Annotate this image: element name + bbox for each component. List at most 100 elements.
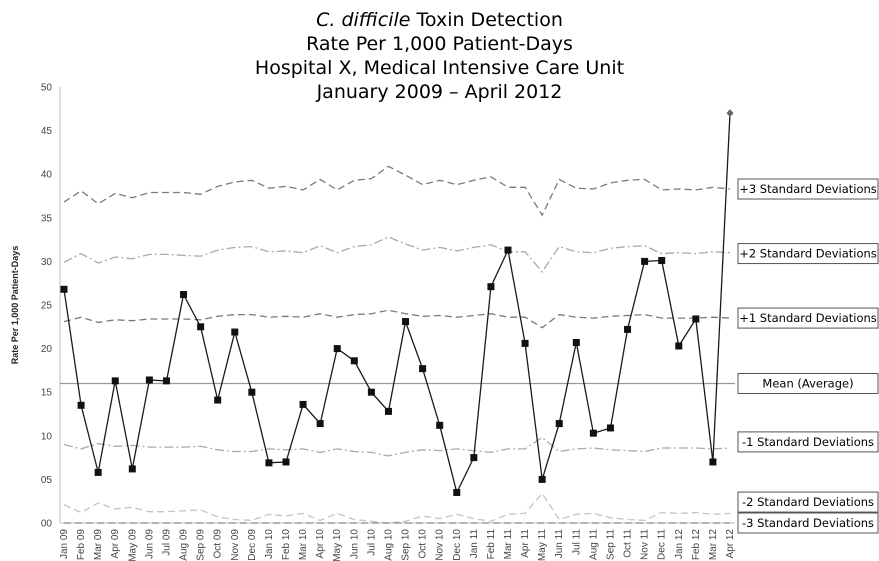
data-point xyxy=(384,407,392,415)
x-tick-label: Oct 10 xyxy=(418,529,429,559)
data-point xyxy=(333,345,341,353)
title-line-1-rest: Toxin Detection xyxy=(410,9,563,31)
x-tick-label: Apr 12 xyxy=(725,529,736,559)
threshold-label-text: -1 Standard Deviations xyxy=(742,435,874,449)
threshold-label-text: +1 Standard Deviations xyxy=(739,311,877,325)
x-tick-label: Mar 09 xyxy=(93,529,104,561)
x-tick-label: Jan 12 xyxy=(674,529,685,559)
x-tick-label: Apr 11 xyxy=(520,529,531,558)
x-tick-label: Sep 09 xyxy=(196,529,207,561)
y-tick-label: 25 xyxy=(41,301,53,312)
x-tick-label: May 09 xyxy=(127,529,138,561)
data-point xyxy=(589,429,597,437)
y-tick-labels: 00 05 10 15 20 25 30 35 40 45 50 xyxy=(41,83,53,530)
sd-line--3-standard-deviations xyxy=(63,165,731,217)
threshold-label-text: +2 Standard Deviations xyxy=(739,247,877,261)
rate-series xyxy=(60,109,734,496)
x-tick-label: Dec 11 xyxy=(657,529,668,560)
y-tick-label: 15 xyxy=(41,388,53,399)
x-tick-label: Feb 09 xyxy=(76,529,87,561)
x-tick-label: Dec 09 xyxy=(247,529,258,561)
x-tick-label: Feb 10 xyxy=(281,529,292,561)
sd-line--2-standard-deviations xyxy=(63,492,731,524)
x-tick-label: Mar 12 xyxy=(708,529,719,561)
y-tick-label: 45 xyxy=(41,126,53,137)
data-point xyxy=(419,365,427,373)
y-tick-label: 10 xyxy=(41,431,53,442)
x-tick-label: Jul 10 xyxy=(366,529,377,556)
data-point xyxy=(316,420,324,428)
x-tick-label: Sep 11 xyxy=(605,529,616,560)
data-point xyxy=(94,468,102,476)
x-tick-label: Nov 09 xyxy=(230,529,241,561)
title-italic: C. difficile xyxy=(316,9,411,31)
x-tick-label: Jun 09 xyxy=(144,529,155,559)
data-point xyxy=(606,424,614,432)
data-point xyxy=(180,291,188,299)
threshold-label-text: +3 Standard Deviations xyxy=(739,182,877,196)
title-line-2: Rate Per 1,000 Patient-Days xyxy=(306,33,573,55)
y-tick-label: 00 xyxy=(41,519,53,530)
data-point xyxy=(77,401,85,409)
data-point xyxy=(111,377,119,385)
data-point xyxy=(162,377,170,385)
data-point xyxy=(265,459,273,467)
x-tick-label: Mar 10 xyxy=(298,529,309,561)
x-tick-label: Oct 11 xyxy=(623,529,634,558)
data-point xyxy=(214,396,222,404)
x-tick-label: Jul 11 xyxy=(571,529,582,555)
data-point xyxy=(350,357,358,365)
threshold-label-text: -2 Standard Deviations xyxy=(742,495,874,509)
data-point xyxy=(145,376,153,384)
y-tick-label: 50 xyxy=(41,83,53,94)
x-tick-label: Sep 10 xyxy=(401,529,412,561)
threshold-label-box: -1 Standard Deviations xyxy=(737,431,879,453)
data-point xyxy=(470,454,478,462)
data-point xyxy=(572,338,580,346)
threshold-label-text: -3 Standard Deviations xyxy=(742,516,874,530)
x-tick-label: Jun 10 xyxy=(349,529,360,559)
data-point xyxy=(231,328,239,336)
threshold-labels: +3 Standard Deviations +2 Standard Deviat… xyxy=(737,178,879,534)
data-point xyxy=(504,246,512,254)
y-tick-label: 30 xyxy=(41,257,53,268)
x-tick-label: May 11 xyxy=(537,529,548,561)
x-tick-label: Feb 11 xyxy=(486,529,497,560)
threshold-label-box: -2 Standard Deviations xyxy=(737,491,879,513)
x-tick-label: Apr 09 xyxy=(110,529,121,559)
data-point xyxy=(675,342,683,350)
x-tick-label: Jun 11 xyxy=(554,529,565,559)
data-point xyxy=(299,400,307,408)
data-point xyxy=(402,318,410,326)
x-tick-label: Mar 11 xyxy=(503,529,514,560)
x-tick-label: Nov 11 xyxy=(640,529,651,560)
data-point xyxy=(521,339,529,347)
title-line-1: C. difficile Toxin Detection xyxy=(0,8,879,32)
x-tick-label: Jul 09 xyxy=(161,529,172,556)
data-point xyxy=(709,458,717,466)
y-axis-label: Rate Per 1,000 Patient-Days xyxy=(10,246,20,365)
data-point xyxy=(555,420,563,428)
sd-line--1-standard-deviations xyxy=(63,309,731,329)
x-tick-label: Apr 10 xyxy=(315,529,326,559)
x-tick-label: Jan 09 xyxy=(59,529,70,559)
data-point xyxy=(487,283,495,291)
x-tick-label: Dec 10 xyxy=(452,529,463,561)
y-tick-label: 05 xyxy=(41,475,53,486)
x-tick-label: Aug 09 xyxy=(179,529,190,561)
x-tick-label: Aug 10 xyxy=(383,529,394,561)
y-tick-label: 35 xyxy=(41,213,53,224)
chart-title: C. difficile Toxin Detection Rate Per 1,… xyxy=(0,8,879,104)
threshold-label-box: +2 Standard Deviations xyxy=(737,243,879,265)
x-tick-label: Oct 09 xyxy=(213,529,224,559)
data-point xyxy=(367,388,375,396)
x-tick-label: Jan 10 xyxy=(264,529,275,559)
data-point xyxy=(60,285,68,293)
data-point xyxy=(624,325,632,333)
data-point xyxy=(658,257,666,265)
sd-lines xyxy=(63,165,731,524)
x-tick-label: Nov 10 xyxy=(435,529,446,561)
x-tick-label: Jan 11 xyxy=(469,529,480,559)
title-line-4: January 2009 – April 2012 xyxy=(316,81,563,103)
